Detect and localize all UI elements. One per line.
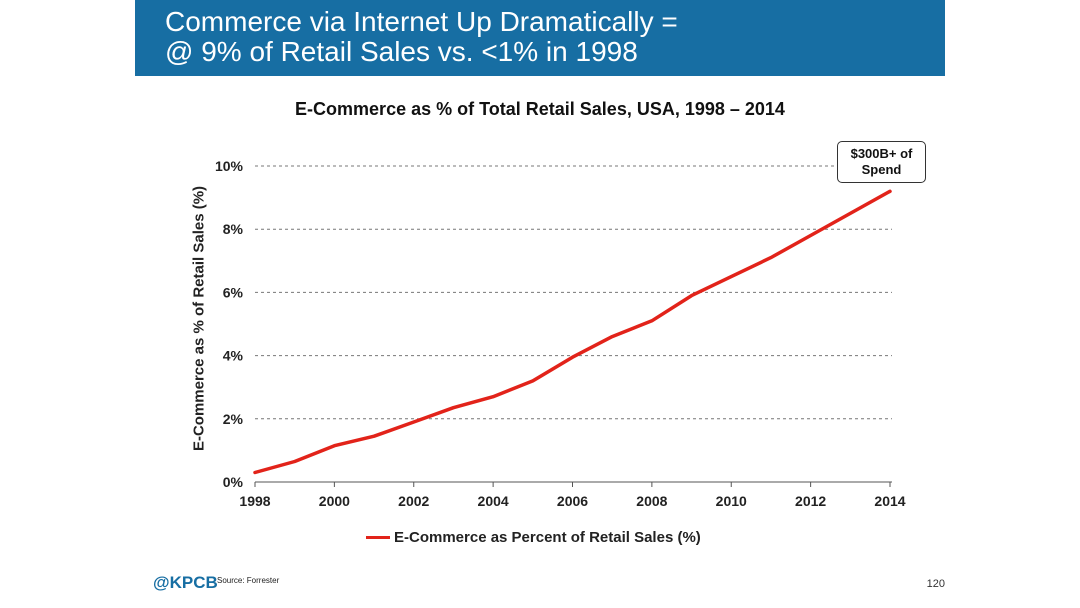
x-tick-label: 2004: [478, 493, 509, 509]
chart-title: E-Commerce as % of Total Retail Sales, U…: [295, 99, 785, 119]
series-line-0: [253, 189, 892, 475]
x-tick-label: 2014: [874, 493, 905, 509]
y-tick-label: 8%: [223, 221, 244, 237]
legend: E-Commerce as Percent of Retail Sales (%…: [366, 529, 701, 546]
y-tick-label: 0%: [223, 474, 244, 490]
x-tick-label: 2006: [557, 493, 588, 509]
slide: Commerce via Internet Up Dramatically = …: [135, 0, 945, 608]
y-tick-label: 6%: [223, 284, 244, 300]
banner-title-line-2: @ 9% of Retail Sales vs. <1% in 1998: [165, 36, 638, 67]
banner-title-line-1: Commerce via Internet Up Dramatically =: [165, 6, 678, 37]
kpcb-logo: @KPCB: [153, 573, 218, 592]
y-tick-label: 2%: [223, 411, 244, 427]
x-tick-label: 2012: [795, 493, 826, 509]
spend-callout: $300B+ of Spend: [837, 141, 926, 183]
page-number: 120: [926, 578, 945, 590]
title-banner: Commerce via Internet Up Dramatically = …: [135, 0, 945, 76]
line-chart: 0% 2% 4% 6% 8% 10% 1998 2000 2002 2004 2006 2008 201…: [215, 158, 906, 509]
source-note: Source: Forrester: [217, 576, 280, 585]
x-tick-label: 1998: [239, 493, 270, 509]
legend-swatch: [366, 536, 390, 539]
y-tick-label: 4%: [223, 348, 244, 364]
legend-label: E-Commerce as Percent of Retail Sales (%…: [394, 529, 701, 546]
x-tick-label: 2008: [636, 493, 667, 509]
x-tick-label: 2002: [398, 493, 429, 509]
y-tick-label: 10%: [215, 158, 244, 174]
x-tick-label: 2000: [319, 493, 350, 509]
x-tick-label: 2010: [716, 493, 747, 509]
